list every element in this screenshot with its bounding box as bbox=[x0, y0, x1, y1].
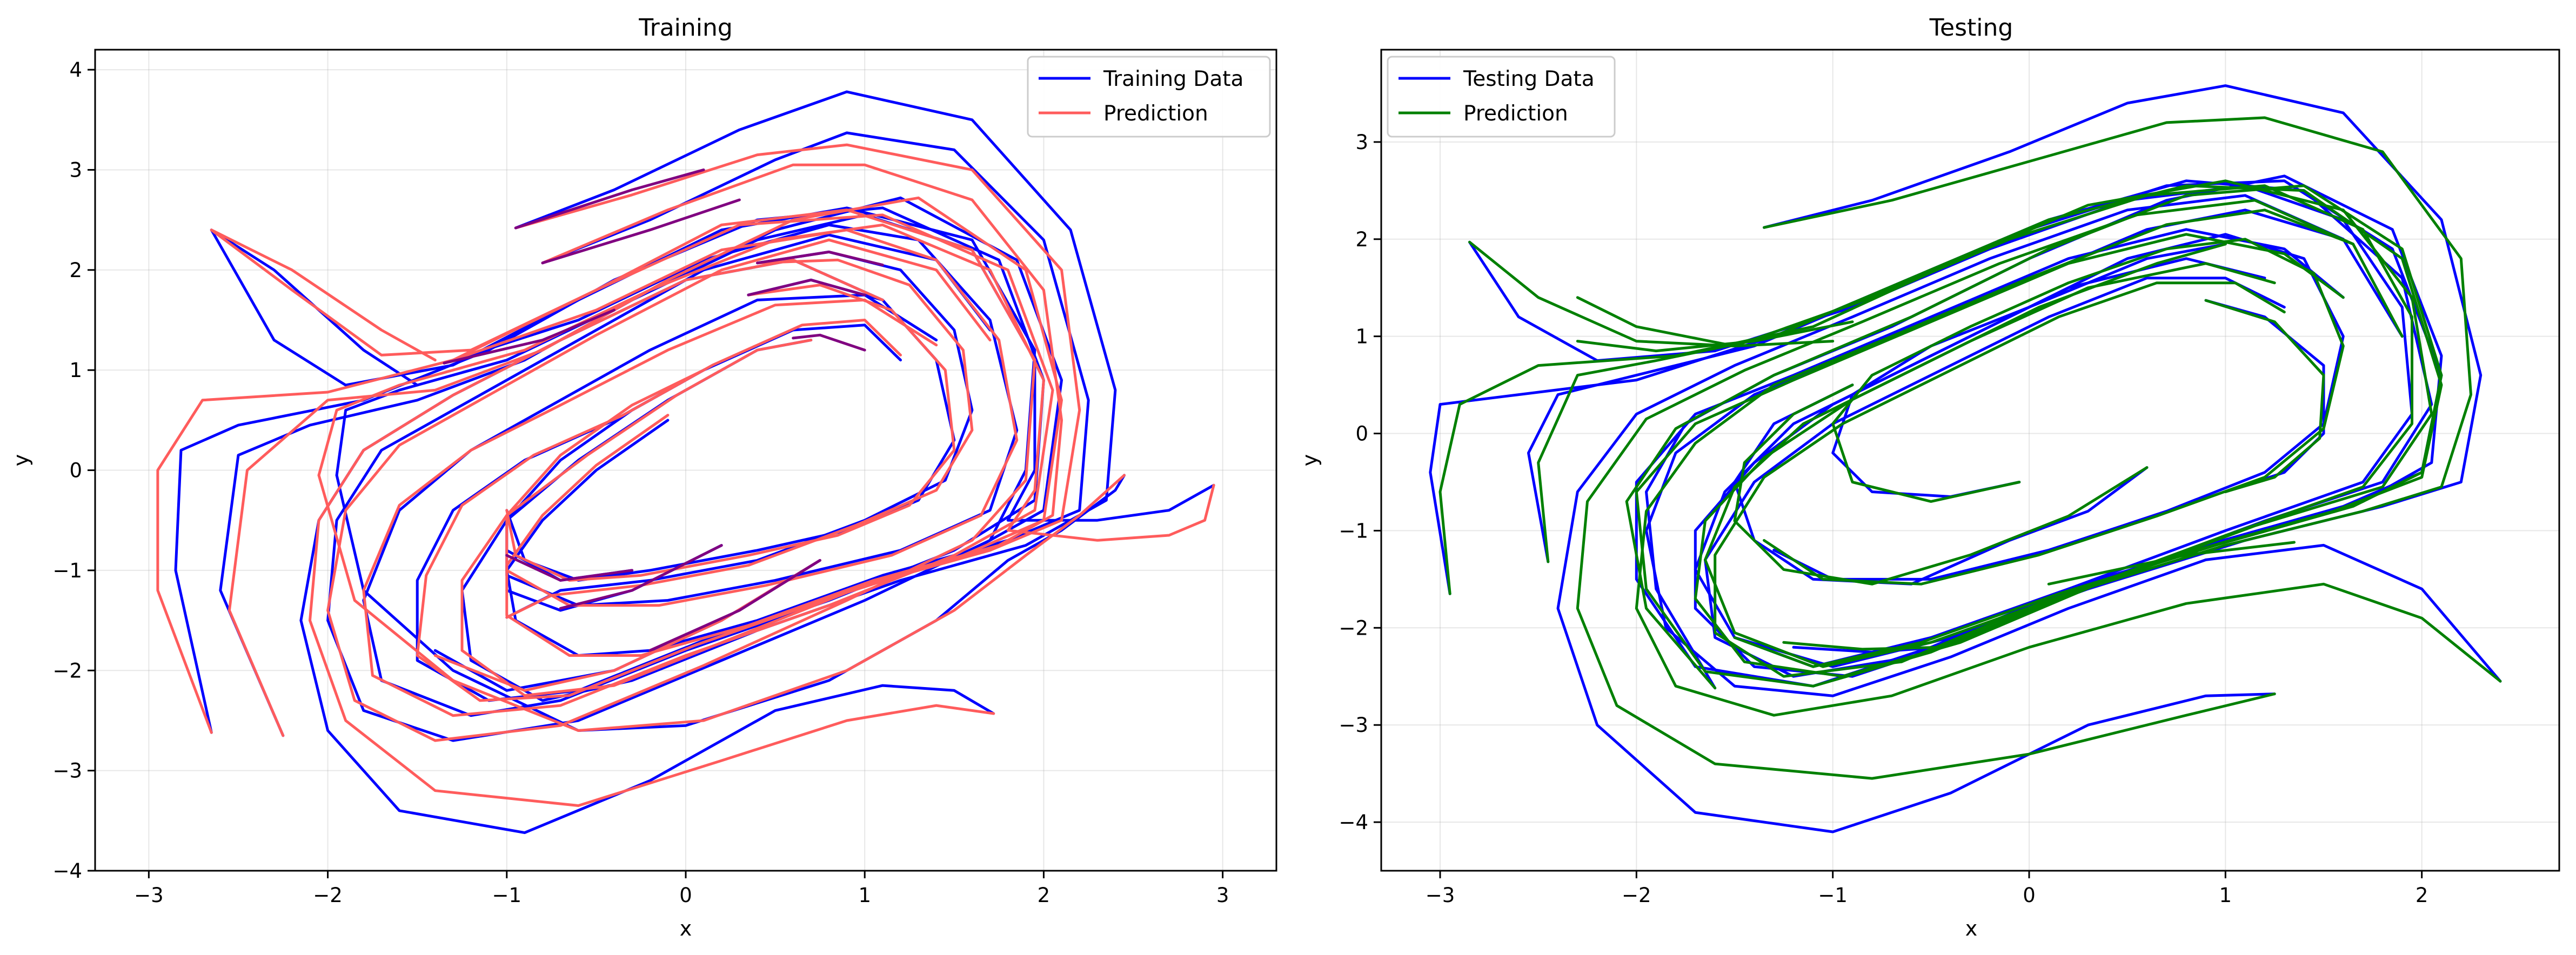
training-ticks: −3 −2 −1 0 1 2 3 −4 −3 −2 −1 0 1 2 3 4 bbox=[52, 58, 1229, 907]
training-overlap-line-1 bbox=[541, 198, 741, 265]
testing-prediction-line-10 bbox=[2204, 299, 2325, 493]
training-title: Training bbox=[638, 14, 733, 42]
training-overlap-line-0 bbox=[514, 168, 705, 230]
testing-y-tick-label-2: −2 bbox=[1339, 616, 1368, 640]
training-overlap-line-7 bbox=[792, 333, 866, 352]
testing-prediction-line-13 bbox=[2047, 541, 2296, 586]
training-x-tick-label-3: −3 bbox=[134, 884, 164, 907]
training-panel: Training x y −3 −2 −1 0 1 2 3 −4 −3 −2 −1 0 1 2 3 4 Tra… bbox=[9, 14, 1277, 940]
testing-testing-data-line-7 bbox=[1772, 233, 2345, 581]
training-y-tick-label-4: 4 bbox=[69, 58, 82, 82]
testing-testing-data-line-8 bbox=[1733, 384, 2149, 586]
training-overlap-line-8 bbox=[443, 308, 615, 365]
training-prediction-line-11 bbox=[309, 258, 995, 807]
testing-x-tick-label-1: −1 bbox=[1818, 884, 1848, 907]
testing-prediction-line-5 bbox=[1576, 199, 2404, 780]
training-prediction-line-3 bbox=[460, 143, 1081, 697]
training-prediction-line-7 bbox=[505, 258, 974, 619]
training-legend-prediction-label: Prediction bbox=[1103, 102, 1208, 126]
testing-prediction-line-7 bbox=[1763, 238, 2345, 586]
testing-y-tick-label-1: −1 bbox=[1339, 519, 1368, 542]
training-x-tick-label-1: 1 bbox=[858, 884, 871, 907]
testing-x-tick-label-2: −2 bbox=[1622, 884, 1651, 907]
training-y-tick-label-2: 2 bbox=[69, 259, 82, 282]
testing-legend-prediction-label: Prediction bbox=[1463, 102, 1568, 126]
testing-x-axis-label: x bbox=[1965, 917, 1978, 940]
testing-prediction-line-8 bbox=[1733, 384, 2149, 586]
testing-prediction-line-4 bbox=[1625, 184, 2443, 690]
testing-title: Testing bbox=[1929, 14, 2013, 42]
testing-y-axis-label: y bbox=[1298, 454, 1322, 467]
testing-prediction-line-9 bbox=[1782, 641, 1942, 651]
testing-legend: Testing Data Prediction bbox=[1387, 56, 1616, 138]
training-prediction-line-8 bbox=[317, 223, 1215, 542]
testing-prediction-line-6 bbox=[1635, 209, 2502, 717]
testing-y-tick-label-0: 0 bbox=[1355, 422, 1368, 446]
testing-x-tick-label-3: −3 bbox=[1426, 884, 1455, 907]
training-prediction-line-6 bbox=[505, 284, 956, 582]
training-x-tick-label-2: −2 bbox=[313, 884, 343, 907]
training-x-tick-label-0: 0 bbox=[679, 884, 692, 907]
training-trajectories bbox=[156, 90, 1215, 835]
training-legend-box bbox=[1027, 56, 1271, 138]
training-overlap-line-2 bbox=[747, 278, 866, 297]
training-y-tick-label-3: 3 bbox=[69, 158, 82, 181]
testing-legend-data-label: Testing Data bbox=[1463, 67, 1595, 91]
training-legend-data-label: Training Data bbox=[1103, 67, 1243, 91]
testing-prediction-line-11 bbox=[1576, 296, 1835, 348]
training-prediction-line-10 bbox=[210, 228, 437, 362]
testing-x-tick-label-0: 0 bbox=[2023, 884, 2036, 907]
testing-prediction-line-3 bbox=[1704, 116, 2472, 668]
training-axes-frame bbox=[94, 49, 1277, 872]
training-overlap-line-6 bbox=[648, 559, 821, 652]
testing-panel: Testing x y −3 −2 −1 0 1 2 −4 −3 −2 −1 0 1 2 3 Testin… bbox=[1298, 14, 2560, 940]
training-x-tick-label-1: −1 bbox=[492, 884, 522, 907]
testing-axes-frame bbox=[1380, 49, 2560, 872]
testing-x-tick-label-1: 1 bbox=[2219, 884, 2232, 907]
training-x-tick-label-2: 2 bbox=[1038, 884, 1051, 907]
testing-y-tick-label-1: 1 bbox=[1355, 325, 1368, 348]
testing-x-tick-label-2: 2 bbox=[2416, 884, 2428, 907]
training-y-axis-label: y bbox=[9, 454, 33, 467]
testing-y-tick-label-4: −4 bbox=[1339, 811, 1368, 834]
training-x-tick-label-3: 3 bbox=[1216, 884, 1229, 907]
testing-trajectories bbox=[1429, 84, 2502, 833]
testing-legend-box bbox=[1387, 56, 1616, 138]
training-y-tick-label-4: −4 bbox=[52, 859, 82, 883]
testing-y-tick-label-2: 2 bbox=[1355, 228, 1368, 251]
training-y-tick-label-3: −3 bbox=[52, 759, 82, 783]
testing-y-tick-label-3: −3 bbox=[1339, 714, 1368, 737]
training-y-tick-label-1: 1 bbox=[69, 359, 82, 382]
training-x-axis-label: x bbox=[680, 917, 692, 940]
testing-prediction-line-12 bbox=[1576, 320, 1854, 353]
training-y-tick-label-2: −2 bbox=[52, 659, 82, 682]
training-prediction-line-9 bbox=[317, 474, 1126, 732]
testing-y-tick-label-3: 3 bbox=[1355, 131, 1368, 154]
testing-testing-data-line-5 bbox=[1556, 194, 2404, 833]
training-overlap-line-4 bbox=[505, 554, 634, 582]
testing-ticks: −3 −2 −1 0 1 2 −4 −3 −2 −1 0 1 2 3 bbox=[1339, 131, 2428, 907]
training-overlap-line-5 bbox=[559, 544, 723, 610]
training-overlap-line-3 bbox=[756, 250, 884, 266]
training-y-tick-label-1: −1 bbox=[52, 559, 82, 582]
training-legend: Training Data Prediction bbox=[1027, 56, 1271, 138]
training-y-tick-label-0: 0 bbox=[69, 459, 82, 482]
training-prediction-line-1 bbox=[156, 213, 1054, 734]
